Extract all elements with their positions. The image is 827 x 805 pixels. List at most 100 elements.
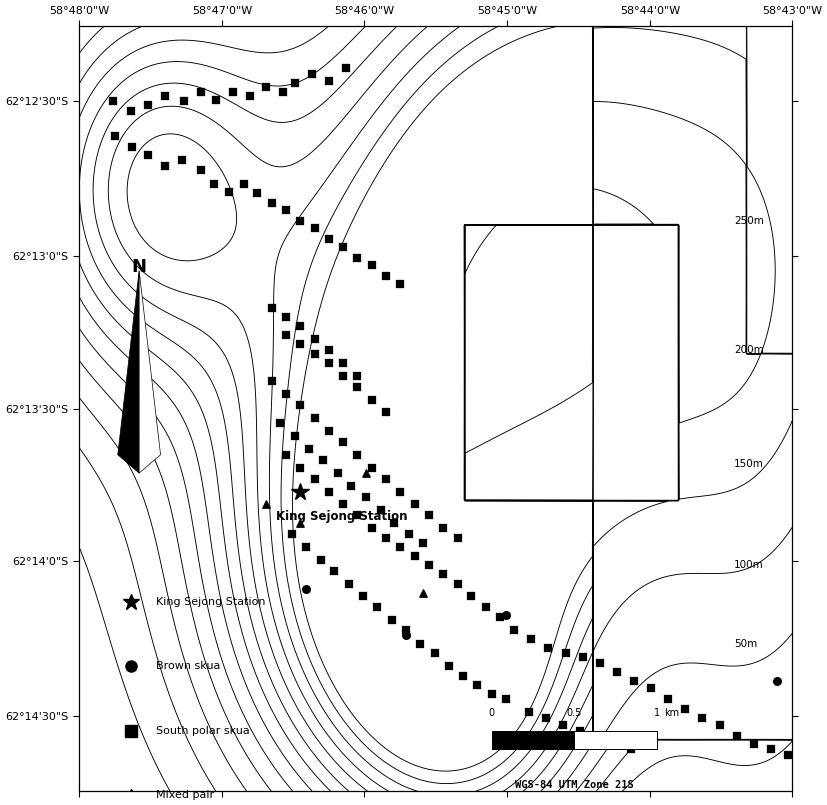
Text: 150m: 150m (734, 459, 763, 469)
Polygon shape (139, 270, 160, 473)
Point (265, 301, 278, 314)
Point (356, 590, 370, 603)
Point (351, 251, 364, 264)
Point (107, 95, 120, 108)
Point (576, 650, 589, 663)
Point (422, 509, 435, 522)
Point (293, 320, 306, 332)
Point (265, 374, 278, 387)
Point (379, 406, 392, 419)
Point (308, 222, 321, 235)
Point (493, 610, 506, 623)
Point (393, 277, 406, 290)
Text: 250m: 250m (734, 216, 763, 226)
Bar (491, 731, 574, 749)
Point (370, 601, 384, 614)
Point (126, 141, 139, 154)
Text: 1: 1 (653, 708, 659, 718)
Point (374, 503, 387, 516)
Point (323, 357, 336, 369)
Point (379, 473, 392, 485)
Point (590, 730, 603, 743)
Point (661, 693, 674, 706)
Text: 0: 0 (488, 708, 495, 718)
Point (336, 498, 349, 511)
Point (416, 537, 429, 550)
Point (351, 380, 364, 393)
Point (323, 233, 336, 246)
Point (124, 104, 137, 117)
Polygon shape (117, 270, 139, 473)
Point (436, 568, 449, 580)
Point (336, 357, 349, 369)
Point (442, 660, 455, 673)
Point (305, 68, 318, 80)
Point (399, 623, 413, 636)
Text: 0.5: 0.5 (566, 708, 581, 718)
Point (208, 178, 221, 191)
Point (712, 719, 725, 732)
Point (288, 76, 301, 89)
Point (284, 527, 298, 540)
Text: King Sejong Station: King Sejong Station (156, 597, 265, 607)
Point (393, 540, 406, 553)
Point (524, 632, 538, 645)
Point (507, 623, 520, 636)
Point (413, 638, 426, 650)
Point (323, 344, 336, 357)
Point (280, 310, 293, 323)
Point (556, 719, 569, 732)
Point (308, 473, 321, 485)
Point (379, 531, 392, 544)
Point (293, 215, 306, 228)
Point (678, 702, 691, 715)
Text: South polar skua: South polar skua (156, 726, 250, 736)
Point (470, 679, 483, 691)
Point (299, 583, 313, 596)
Point (464, 590, 477, 603)
Point (259, 498, 272, 511)
Point (209, 93, 222, 106)
Point (222, 185, 236, 198)
Point (158, 89, 171, 102)
Point (276, 86, 289, 99)
Point (573, 724, 586, 737)
Point (288, 430, 301, 443)
Point (327, 564, 341, 577)
Point (379, 270, 392, 283)
Point (541, 642, 554, 654)
Point (387, 516, 400, 529)
Point (451, 531, 464, 544)
Point (280, 448, 293, 461)
Point (351, 448, 364, 461)
Point (323, 75, 336, 88)
Point (422, 559, 435, 572)
Point (499, 609, 512, 621)
Point (265, 196, 278, 209)
Text: Brown skua: Brown skua (156, 662, 220, 671)
Point (141, 148, 154, 161)
Point (293, 398, 306, 411)
Bar (574, 731, 656, 749)
Text: 200m: 200m (734, 345, 763, 355)
Point (194, 86, 208, 99)
Point (323, 485, 336, 498)
Point (609, 666, 623, 679)
Point (299, 540, 313, 553)
Point (436, 522, 449, 535)
Point (323, 424, 336, 437)
Point (416, 586, 429, 599)
Point (274, 417, 287, 430)
Point (237, 178, 250, 191)
Point (746, 737, 759, 750)
Point (399, 629, 413, 642)
Point (293, 338, 306, 351)
Point (339, 62, 352, 75)
Point (451, 577, 464, 590)
Text: N: N (131, 258, 146, 276)
Point (243, 89, 256, 102)
Point (479, 601, 492, 614)
Point (316, 454, 329, 467)
Point (485, 687, 498, 700)
Point (643, 682, 657, 695)
